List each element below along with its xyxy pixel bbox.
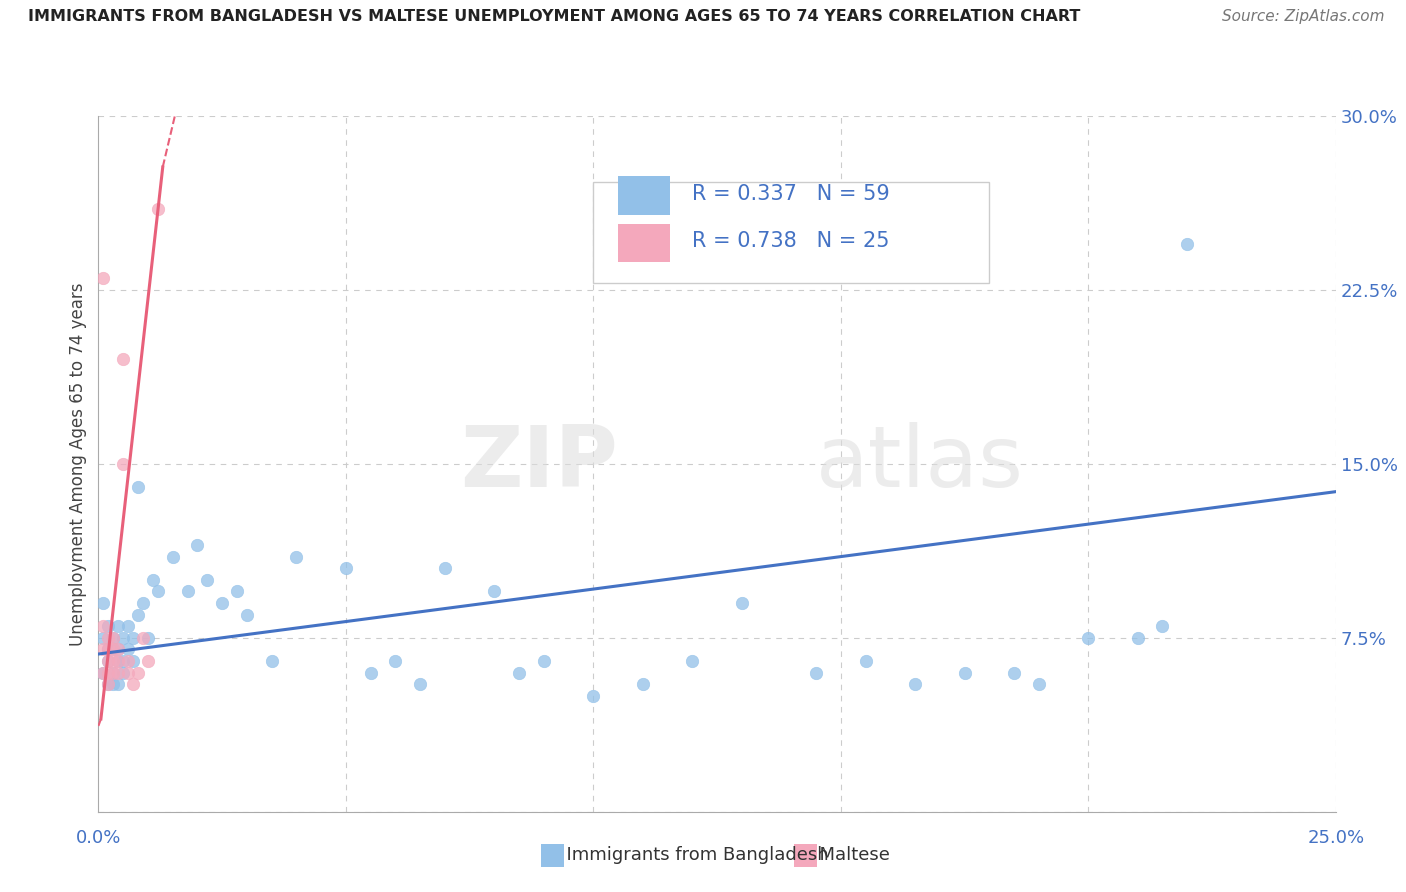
Text: Source: ZipAtlas.com: Source: ZipAtlas.com	[1222, 9, 1385, 24]
Point	[285, 549, 308, 564]
Point	[533, 654, 555, 668]
Point	[681, 654, 703, 668]
Point	[132, 596, 155, 610]
Point	[93, 665, 115, 680]
Text: ZIP: ZIP	[460, 422, 619, 506]
Point	[97, 642, 120, 657]
Point	[107, 654, 129, 668]
Point	[103, 677, 125, 691]
Point	[97, 654, 120, 668]
Point	[103, 642, 125, 657]
Point	[103, 665, 125, 680]
Point	[162, 549, 184, 564]
Point	[103, 631, 125, 645]
Point	[360, 665, 382, 680]
Point	[112, 352, 135, 367]
Point	[433, 561, 456, 575]
Point	[127, 665, 149, 680]
Point	[93, 271, 115, 285]
Point	[93, 665, 115, 680]
Point	[127, 607, 149, 622]
Point	[107, 619, 129, 633]
Point	[112, 631, 135, 645]
Point	[1028, 677, 1050, 691]
Point	[176, 584, 198, 599]
Point	[103, 665, 125, 680]
FancyBboxPatch shape	[619, 177, 671, 215]
Point	[195, 573, 218, 587]
Point	[409, 677, 432, 691]
Point	[97, 677, 120, 691]
Point	[508, 665, 530, 680]
Point	[93, 596, 115, 610]
Point	[117, 654, 139, 668]
Point	[1175, 236, 1198, 251]
Point	[107, 654, 129, 668]
Point	[107, 677, 129, 691]
Point	[1002, 665, 1025, 680]
Point	[484, 584, 506, 599]
Point	[117, 665, 139, 680]
Text: 25.0%: 25.0%	[1308, 830, 1364, 847]
Point	[97, 677, 120, 691]
FancyBboxPatch shape	[619, 224, 671, 262]
Text: R = 0.738   N = 25: R = 0.738 N = 25	[692, 231, 890, 252]
Text: Immigrants from Bangladesh: Immigrants from Bangladesh	[555, 846, 830, 863]
Point	[103, 654, 125, 668]
Point	[117, 642, 139, 657]
Text: atlas: atlas	[815, 422, 1024, 506]
Point	[855, 654, 877, 668]
Point	[384, 654, 406, 668]
Point	[904, 677, 927, 691]
Point	[236, 607, 259, 622]
Point	[97, 619, 120, 633]
Text: 0.0%: 0.0%	[76, 830, 121, 847]
Point	[93, 642, 115, 657]
Y-axis label: Unemployment Among Ages 65 to 74 years: Unemployment Among Ages 65 to 74 years	[69, 282, 87, 646]
Point	[127, 480, 149, 494]
Point	[93, 631, 115, 645]
Point	[107, 642, 129, 657]
Point	[1152, 619, 1174, 633]
Point	[953, 665, 976, 680]
Point	[93, 619, 115, 633]
Point	[146, 202, 169, 216]
Text: R = 0.337   N = 59: R = 0.337 N = 59	[692, 184, 890, 204]
Point	[112, 457, 135, 471]
Point	[146, 584, 169, 599]
Point	[631, 677, 654, 691]
Text: IMMIGRANTS FROM BANGLADESH VS MALTESE UNEMPLOYMENT AMONG AGES 65 TO 74 YEARS COR: IMMIGRANTS FROM BANGLADESH VS MALTESE UN…	[28, 9, 1080, 24]
Point	[582, 689, 605, 703]
Point	[107, 665, 129, 680]
Point	[211, 596, 233, 610]
FancyBboxPatch shape	[593, 182, 990, 283]
Point	[136, 631, 159, 645]
Point	[186, 538, 208, 552]
Point	[335, 561, 357, 575]
Point	[107, 642, 129, 657]
Point	[1126, 631, 1149, 645]
Point	[97, 631, 120, 645]
Point	[260, 654, 283, 668]
Point	[103, 642, 125, 657]
Point	[117, 619, 139, 633]
Point	[112, 654, 135, 668]
Point	[136, 654, 159, 668]
Point	[731, 596, 754, 610]
Point	[97, 665, 120, 680]
Point	[226, 584, 249, 599]
Point	[97, 654, 120, 668]
Point	[122, 631, 145, 645]
Point	[1077, 631, 1099, 645]
Point	[132, 631, 155, 645]
Point	[103, 631, 125, 645]
Point	[804, 665, 827, 680]
Point	[122, 677, 145, 691]
Point	[142, 573, 165, 587]
Point	[112, 665, 135, 680]
Point	[122, 654, 145, 668]
Text: Maltese: Maltese	[808, 846, 890, 863]
Point	[97, 642, 120, 657]
